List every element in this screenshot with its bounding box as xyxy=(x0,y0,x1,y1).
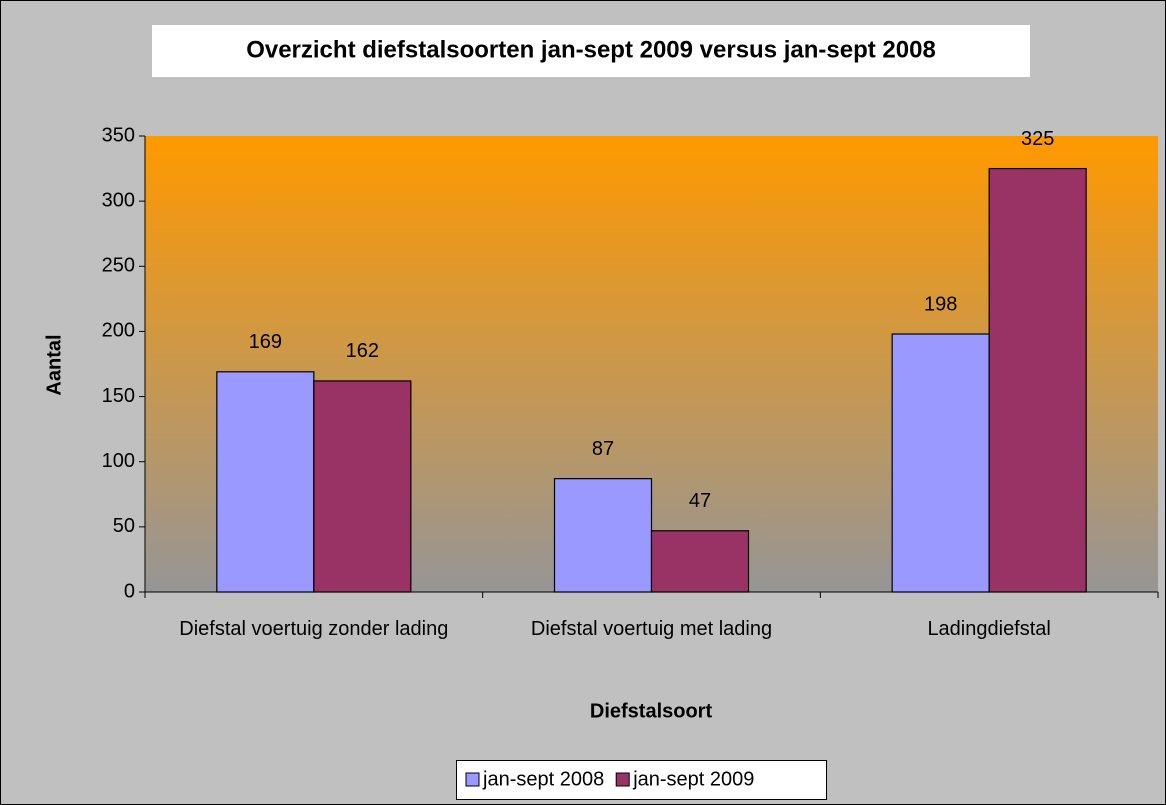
data-label: 325 xyxy=(1021,128,1054,150)
label-line: Ladingdiefstal xyxy=(927,618,1050,640)
y-tick-label: 150 xyxy=(102,385,135,407)
legend-swatch xyxy=(465,772,480,787)
y-tick-label: 300 xyxy=(102,189,135,211)
x-tick-label: Ladingdiefstal xyxy=(927,618,1050,640)
data-label: 162 xyxy=(346,340,379,362)
label-line: Diefstal voertuig met lading xyxy=(531,618,772,640)
y-tick-label: 350 xyxy=(102,124,135,146)
bar xyxy=(216,371,315,593)
data-label: 47 xyxy=(689,490,711,512)
x-tick-label: Diefstal voertuig met lading xyxy=(531,618,772,640)
legend-label: jan-sept 2009 xyxy=(632,768,754,790)
y-tick-label: 250 xyxy=(102,255,135,277)
y-tick-label: 50 xyxy=(113,515,135,537)
y-tick-label: 0 xyxy=(124,580,135,602)
bar xyxy=(988,167,1087,593)
y-axis-title: Aantal xyxy=(43,334,65,395)
data-label: 87 xyxy=(592,438,614,460)
bar xyxy=(313,380,412,593)
legend-label: jan-sept 2008 xyxy=(482,768,604,790)
legend-swatch xyxy=(615,772,630,787)
x-tick-label: Diefstal voertuig zonder lading xyxy=(179,618,448,640)
data-label: 198 xyxy=(924,293,957,315)
x-axis-title: Diefstalsoort xyxy=(590,700,713,722)
y-tick-label: 100 xyxy=(102,450,135,472)
bar xyxy=(650,530,750,593)
label-line: Diefstal voertuig zonder lading xyxy=(179,618,448,640)
data-label: 169 xyxy=(249,331,282,353)
y-tick-label: 200 xyxy=(102,320,135,342)
title-box xyxy=(152,25,1030,77)
legend xyxy=(456,760,827,800)
chart-title: Overzicht diefstalsoorten jan-sept 2009 … xyxy=(246,36,936,63)
bar xyxy=(891,333,990,593)
bar xyxy=(553,478,653,593)
